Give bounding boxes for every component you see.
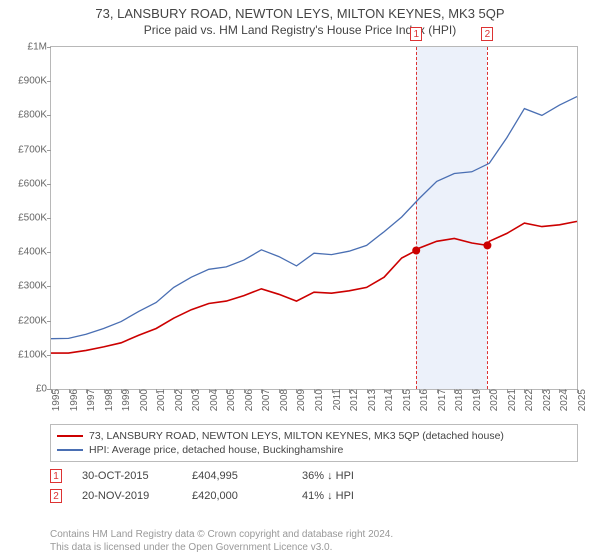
x-tick-label: 1999 [117, 389, 132, 411]
legend-swatch [57, 435, 83, 437]
series-hpi [51, 97, 577, 339]
event-price: £404,995 [192, 470, 282, 482]
footer-line1: Contains HM Land Registry data © Crown c… [50, 528, 578, 541]
x-tick-label: 2008 [275, 389, 290, 411]
x-tick-label: 2005 [222, 389, 237, 411]
x-tick-label: 2023 [538, 389, 553, 411]
y-tick-label: £900K [18, 76, 51, 87]
x-tick-label: 2019 [468, 389, 483, 411]
x-tick-label: 2018 [450, 389, 465, 411]
legend-item: HPI: Average price, detached house, Buck… [57, 443, 571, 457]
x-tick-label: 2003 [187, 389, 202, 411]
x-tick-label: 2022 [520, 389, 535, 411]
chart-area: £0£100K£200K£300K£400K£500K£600K£700K£80… [50, 46, 578, 390]
event-price: £420,000 [192, 490, 282, 502]
event-date: 30-OCT-2015 [82, 470, 172, 482]
footer-line2: This data is licensed under the Open Gov… [50, 541, 578, 554]
x-tick-label: 2014 [380, 389, 395, 411]
event-pct: 36% ↓ HPI [302, 470, 354, 482]
x-tick-label: 2015 [398, 389, 413, 411]
x-tick-label: 2024 [555, 389, 570, 411]
x-tick-label: 2012 [345, 389, 360, 411]
series-property [51, 221, 577, 353]
footer: Contains HM Land Registry data © Crown c… [50, 528, 578, 554]
events-table: 1 30-OCT-2015 £404,995 36% ↓ HPI 2 20-NOV-201… [50, 466, 578, 506]
page-title: 73, LANSBURY ROAD, NEWTON LEYS, MILTON K… [0, 0, 600, 21]
plot-svg [51, 47, 577, 389]
x-tick-label: 2020 [485, 389, 500, 411]
x-tick-label: 2016 [415, 389, 430, 411]
x-tick-label: 2001 [152, 389, 167, 411]
x-tick-label: 2013 [363, 389, 378, 411]
x-tick-label: 1995 [47, 389, 62, 411]
y-tick-label: £800K [18, 110, 51, 121]
data-point [412, 246, 420, 254]
legend-label: 73, LANSBURY ROAD, NEWTON LEYS, MILTON K… [89, 430, 504, 442]
event-num: 2 [50, 489, 62, 503]
legend: 73, LANSBURY ROAD, NEWTON LEYS, MILTON K… [50, 424, 578, 462]
y-tick-label: £400K [18, 247, 51, 258]
y-tick-label: £1M [28, 42, 51, 53]
y-tick-label: £100K [18, 349, 51, 360]
x-tick-label: 1998 [100, 389, 115, 411]
legend-label: HPI: Average price, detached house, Buck… [89, 444, 343, 456]
x-tick-label: 2021 [503, 389, 518, 411]
x-tick-label: 1997 [82, 389, 97, 411]
x-tick-label: 2006 [240, 389, 255, 411]
x-tick-label: 2025 [573, 389, 588, 411]
x-tick-label: 2004 [205, 389, 220, 411]
x-tick-label: 2009 [292, 389, 307, 411]
event-row: 2 20-NOV-2019 £420,000 41% ↓ HPI [50, 486, 578, 506]
y-tick-label: £300K [18, 281, 51, 292]
y-tick-label: £200K [18, 315, 51, 326]
y-tick-label: £700K [18, 144, 51, 155]
y-tick-label: £500K [18, 213, 51, 224]
x-tick-label: 2017 [433, 389, 448, 411]
x-tick-label: 2011 [328, 389, 343, 411]
event-marker-1: 1 [410, 27, 422, 41]
legend-swatch [57, 449, 83, 451]
x-tick-label: 2002 [170, 389, 185, 411]
event-row: 1 30-OCT-2015 £404,995 36% ↓ HPI [50, 466, 578, 486]
page-subtitle: Price paid vs. HM Land Registry's House … [0, 21, 600, 37]
y-tick-label: £600K [18, 178, 51, 189]
event-num: 1 [50, 469, 62, 483]
event-pct: 41% ↓ HPI [302, 490, 354, 502]
x-tick-label: 2000 [135, 389, 150, 411]
event-date: 20-NOV-2019 [82, 490, 172, 502]
x-tick-label: 2007 [257, 389, 272, 411]
x-tick-label: 2010 [310, 389, 325, 411]
event-marker-2: 2 [481, 27, 493, 41]
legend-item: 73, LANSBURY ROAD, NEWTON LEYS, MILTON K… [57, 429, 571, 443]
x-tick-label: 1996 [65, 389, 80, 411]
data-point [483, 241, 491, 249]
